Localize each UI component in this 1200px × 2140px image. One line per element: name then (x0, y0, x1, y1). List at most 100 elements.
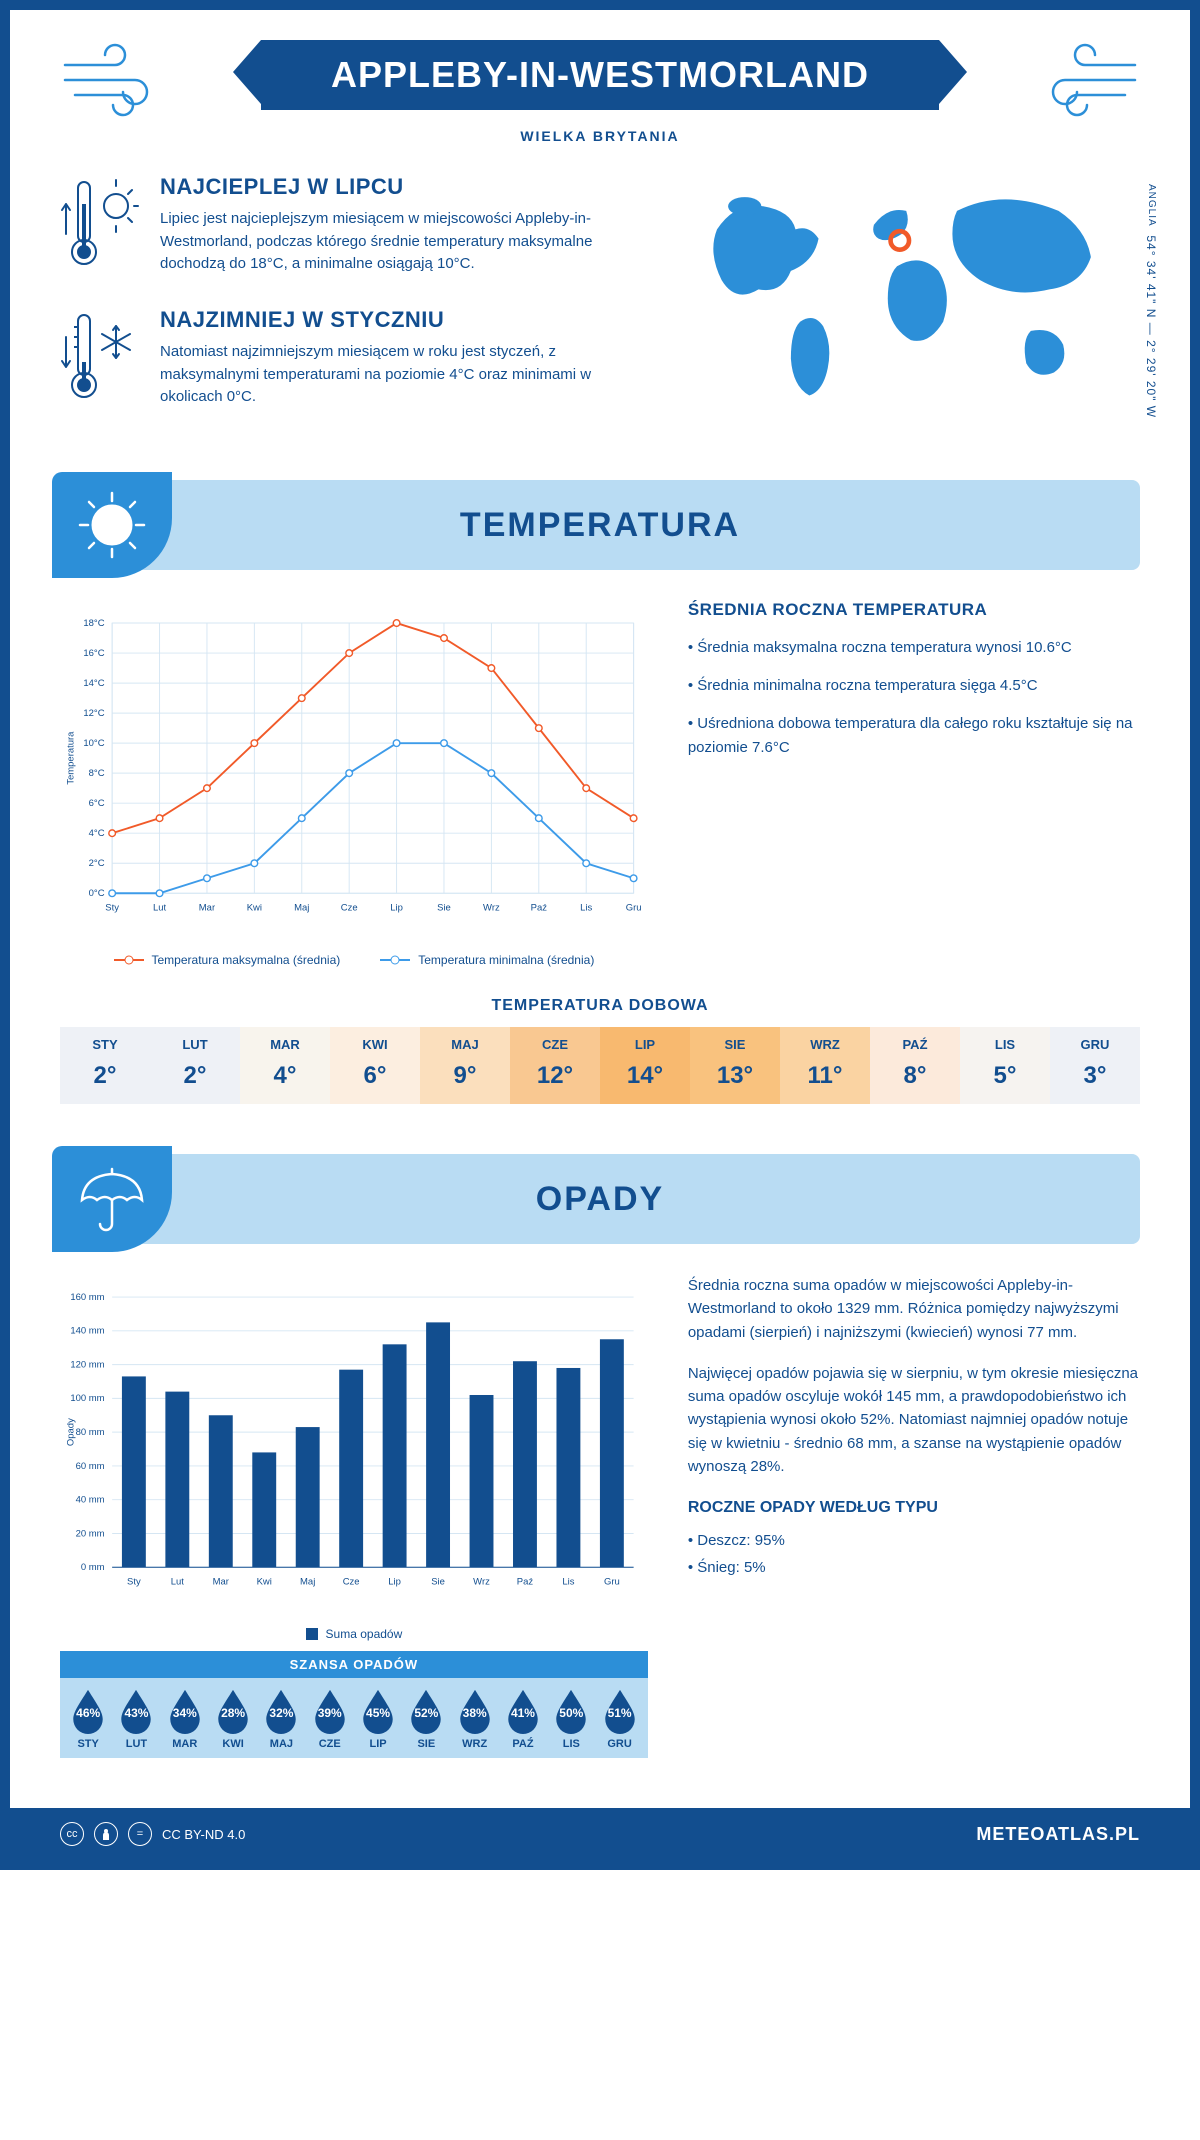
hottest-title: NAJCIEPLEJ W LIPCU (160, 174, 633, 200)
coldest-block: NAJZIMNIEJ W STYCZNIU Natomiast najzimni… (60, 307, 633, 412)
precip-para: Najwięcej opadów pojawia się w sierpniu,… (688, 1362, 1140, 1478)
by-icon (94, 1822, 118, 1846)
svg-text:Lis: Lis (562, 1576, 574, 1587)
svg-text:100 mm: 100 mm (70, 1393, 104, 1404)
footer: cc = CC BY-ND 4.0 METEOATLAS.PL (10, 1808, 1190, 1860)
svg-text:Lut: Lut (153, 902, 167, 913)
chance-cell: 43%LUT (112, 1688, 160, 1750)
svg-text:10°C: 10°C (83, 738, 104, 749)
svg-text:Maj: Maj (294, 902, 309, 913)
svg-text:Cze: Cze (341, 902, 358, 913)
daily-cell: GRU3° (1050, 1027, 1140, 1104)
chance-cell: 34%MAR (161, 1688, 209, 1750)
daily-cell: MAJ9° (420, 1027, 510, 1104)
chance-title: SZANSA OPADÓW (60, 1651, 648, 1678)
svg-text:Sie: Sie (431, 1576, 445, 1587)
page-subtitle: WIELKA BRYTANIA (60, 128, 1140, 144)
coldest-body: Natomiast najzimniejszym miesiącem w rok… (160, 341, 633, 409)
svg-text:14°C: 14°C (83, 678, 104, 689)
precip-para: Średnia roczna suma opadów w miejscowośc… (688, 1274, 1140, 1344)
chance-cell: 38%WRZ (451, 1688, 499, 1750)
svg-text:Paź: Paź (531, 902, 548, 913)
svg-text:4°C: 4°C (89, 828, 105, 839)
precip-type-heading: ROCZNE OPADY WEDŁUG TYPU (688, 1496, 1140, 1521)
section-title: OPADY (60, 1154, 1140, 1244)
svg-text:Maj: Maj (300, 1576, 315, 1587)
header: APPLEBY-IN-WESTMORLAND WIELKA BRYTANIA (60, 40, 1140, 144)
daily-temp-table: STY2°LUT2°MAR4°KWI6°MAJ9°CZE12°LIP14°SIE… (60, 1027, 1140, 1104)
svg-text:12°C: 12°C (83, 708, 104, 719)
svg-text:Temperatura: Temperatura (65, 731, 76, 785)
daily-cell: WRZ11° (780, 1027, 870, 1104)
thermometer-cold-icon (60, 307, 140, 412)
svg-text:Wrz: Wrz (483, 902, 500, 913)
svg-text:80 mm: 80 mm (76, 1427, 105, 1438)
chance-cell: 39%CZE (306, 1688, 354, 1750)
hottest-block: NAJCIEPLEJ W LIPCU Lipiec jest najcieple… (60, 174, 633, 279)
chance-cell: 51%GRU (595, 1688, 643, 1750)
precip-chance-table: SZANSA OPADÓW 46%STY43%LUT34%MAR28%KWI32… (60, 1651, 648, 1758)
daily-cell: LIS5° (960, 1027, 1050, 1104)
chance-cell: 28%KWI (209, 1688, 257, 1750)
temp-bullet: • Średnia minimalna roczna temperatura s… (688, 674, 1140, 698)
temp-info-heading: ŚREDNIA ROCZNA TEMPERATURA (688, 600, 1140, 620)
svg-text:Lip: Lip (390, 902, 403, 913)
svg-text:Gru: Gru (604, 1576, 620, 1587)
cc-icon: cc (60, 1822, 84, 1846)
daily-cell: CZE12° (510, 1027, 600, 1104)
daily-cell: SIE13° (690, 1027, 780, 1104)
svg-text:8°C: 8°C (89, 768, 105, 779)
svg-text:140 mm: 140 mm (70, 1326, 104, 1337)
svg-text:Mar: Mar (199, 902, 215, 913)
chance-cell: 32%MAJ (257, 1688, 305, 1750)
svg-text:60 mm: 60 mm (76, 1461, 105, 1472)
svg-text:20 mm: 20 mm (76, 1528, 105, 1539)
temperature-info: ŚREDNIA ROCZNA TEMPERATURA • Średnia mak… (688, 600, 1140, 967)
daily-cell: MAR4° (240, 1027, 330, 1104)
svg-text:6°C: 6°C (89, 798, 105, 809)
daily-cell: LUT2° (150, 1027, 240, 1104)
temperature-section-header: TEMPERATURA (60, 480, 1140, 570)
svg-text:2°C: 2°C (89, 858, 105, 869)
wind-icon (60, 40, 170, 125)
nd-icon: = (128, 1822, 152, 1846)
precip-section-header: OPADY (60, 1154, 1140, 1244)
svg-text:Cze: Cze (343, 1576, 360, 1587)
page-title: APPLEBY-IN-WESTMORLAND (261, 40, 939, 110)
chart-legend: Suma opadów (60, 1627, 648, 1641)
chance-cell: 41%PAŹ (499, 1688, 547, 1750)
precip-bar-chart: 0 mm20 mm40 mm60 mm80 mm100 mm120 mm140 … (60, 1274, 648, 1758)
svg-text:40 mm: 40 mm (76, 1495, 105, 1506)
svg-text:Kwi: Kwi (247, 902, 262, 913)
svg-text:Wrz: Wrz (473, 1576, 490, 1587)
temp-bullet: • Średnia maksymalna roczna temperatura … (688, 636, 1140, 660)
svg-text:160 mm: 160 mm (70, 1292, 104, 1303)
coldest-title: NAJZIMNIEJ W STYCZNIU (160, 307, 633, 333)
wind-icon (1030, 40, 1140, 125)
chance-cell: 46%STY (64, 1688, 112, 1750)
intro-section: NAJCIEPLEJ W LIPCU Lipiec jest najcieple… (60, 174, 1140, 440)
license-text: CC BY-ND 4.0 (162, 1827, 245, 1842)
chance-cell: 52%SIE (402, 1688, 450, 1750)
precip-type: • Śnieg: 5% (688, 1556, 1140, 1579)
daily-cell: KWI6° (330, 1027, 420, 1104)
daily-temp-title: TEMPERATURA DOBOWA (60, 997, 1140, 1015)
svg-text:Lis: Lis (580, 902, 592, 913)
temperature-line-chart: 0°C2°C4°C6°C8°C10°C12°C14°C16°C18°CStyLu… (60, 600, 648, 967)
svg-text:Lut: Lut (171, 1576, 185, 1587)
svg-text:Lip: Lip (388, 1576, 401, 1587)
svg-text:Sty: Sty (127, 1576, 141, 1587)
daily-cell: STY2° (60, 1027, 150, 1104)
svg-text:Mar: Mar (213, 1576, 229, 1587)
daily-cell: PAŹ8° (870, 1027, 960, 1104)
svg-text:Sty: Sty (105, 902, 119, 913)
hottest-body: Lipiec jest najcieplejszym miesiącem w m… (160, 208, 633, 276)
svg-text:Opady: Opady (65, 1418, 76, 1446)
svg-text:120 mm: 120 mm (70, 1359, 104, 1370)
chart-legend: Temperatura maksymalna (średnia) Tempera… (60, 953, 648, 967)
chance-cell: 50%LIS (547, 1688, 595, 1750)
temp-bullet: • Uśredniona dobowa temperatura dla całe… (688, 712, 1140, 760)
infographic-frame: APPLEBY-IN-WESTMORLAND WIELKA BRYTANIA N… (0, 0, 1200, 1870)
svg-text:0°C: 0°C (89, 888, 105, 899)
chance-cell: 45%LIP (354, 1688, 402, 1750)
